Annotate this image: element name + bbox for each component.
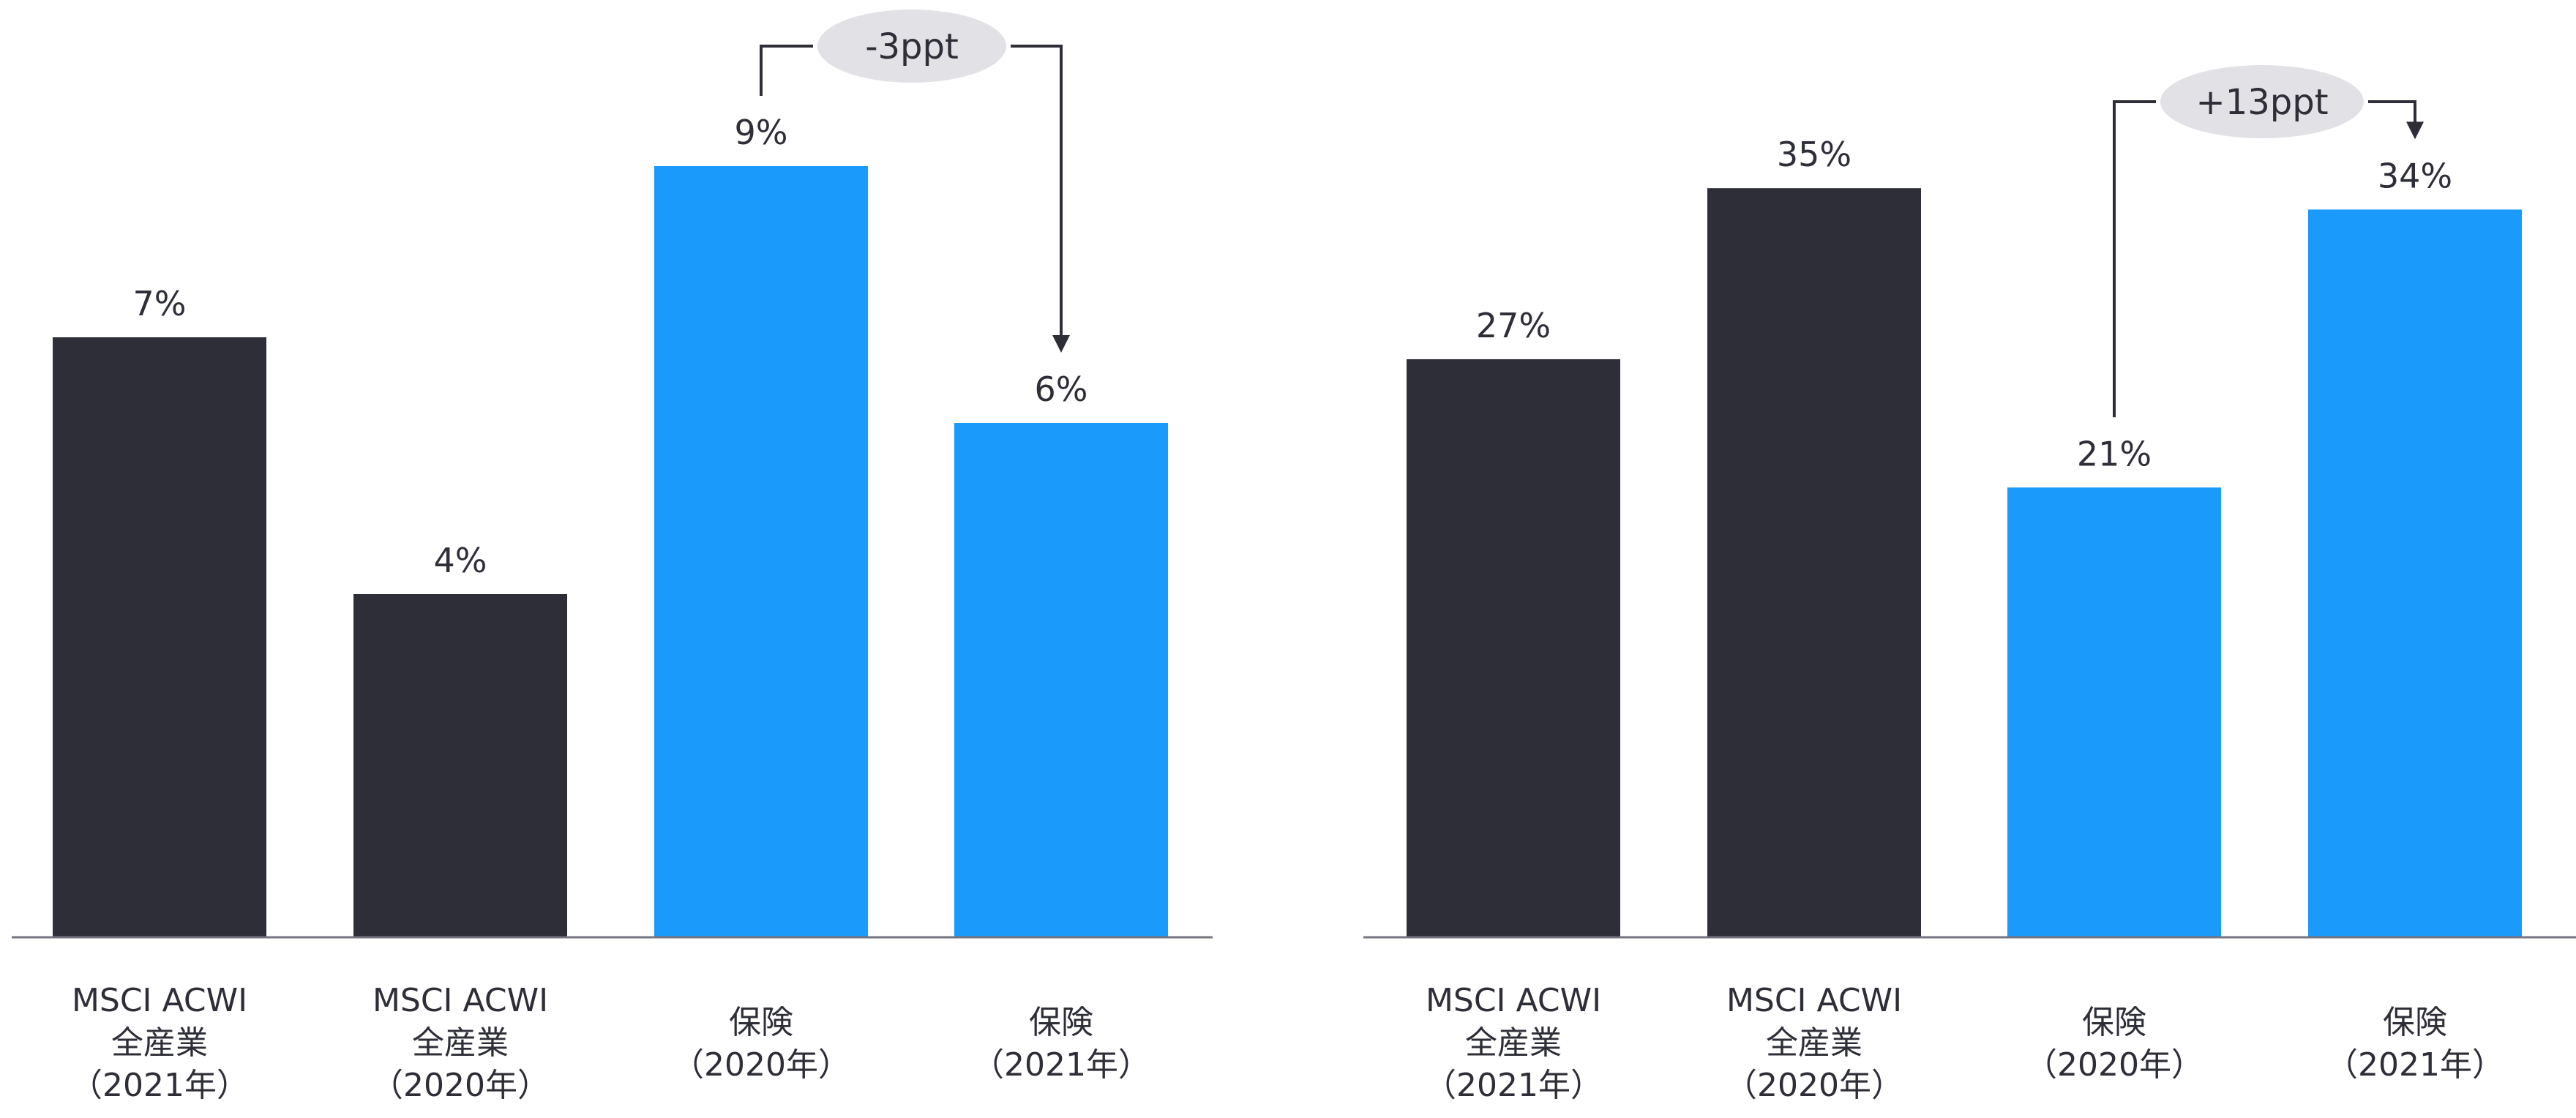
data-label: 9% (735, 113, 788, 152)
data-label: 35% (1777, 135, 1852, 174)
chart-panel-2: 27% MSCI ACWI 全産業（2021年） 35% MSCI ACWI 全産業（20… (1363, 65, 2576, 1104)
annotation-label: -3ppt (865, 26, 959, 67)
bar (353, 593, 567, 937)
category-label: MSCI ACWI 全産業（2021年） (70, 982, 249, 1104)
bar (654, 165, 868, 937)
category-label: 保険（2020年） (2025, 1004, 2204, 1084)
data-label: 27% (1476, 306, 1551, 345)
category-label: 保険（2021年） (2326, 1004, 2504, 1084)
arrow-down-icon (1052, 334, 1070, 353)
bar (53, 337, 266, 937)
bar (2007, 487, 2221, 937)
bar (1407, 359, 1620, 937)
annotation-bracket-left (760, 45, 813, 96)
data-label: 4% (434, 541, 487, 580)
category-label: MSCI ACWI 全産業（2020年） (1725, 982, 1903, 1104)
annotation-bracket-left (2113, 100, 2156, 418)
bar (954, 422, 1168, 937)
annotation-bubble (817, 10, 1006, 83)
category-label: MSCI ACWI 全産業（2020年） (371, 982, 550, 1104)
data-label: 21% (2077, 434, 2152, 473)
chart-panel-1: 7% MSCI ACWI 全産業（2021年） 4% MSCI ACWI 全産業（2020… (12, 10, 1213, 1104)
category-label: MSCI ACWI 全産業（2021年） (1424, 982, 1603, 1104)
data-label: 7% (133, 284, 187, 323)
data-label: 34% (2378, 156, 2452, 195)
annotation-bracket-right (2368, 100, 2416, 125)
annotation-bubble (2160, 65, 2364, 138)
category-label: 保険（2020年） (672, 1004, 850, 1084)
bar (2308, 209, 2522, 937)
category-label: 保険（2021年） (972, 1004, 1150, 1084)
bar (1707, 188, 1921, 937)
data-label: 6% (1035, 369, 1088, 409)
arrow-down-icon (2406, 121, 2424, 140)
annotation-label: +13ppt (2195, 82, 2328, 123)
annotation-bracket-right (1011, 45, 1063, 338)
